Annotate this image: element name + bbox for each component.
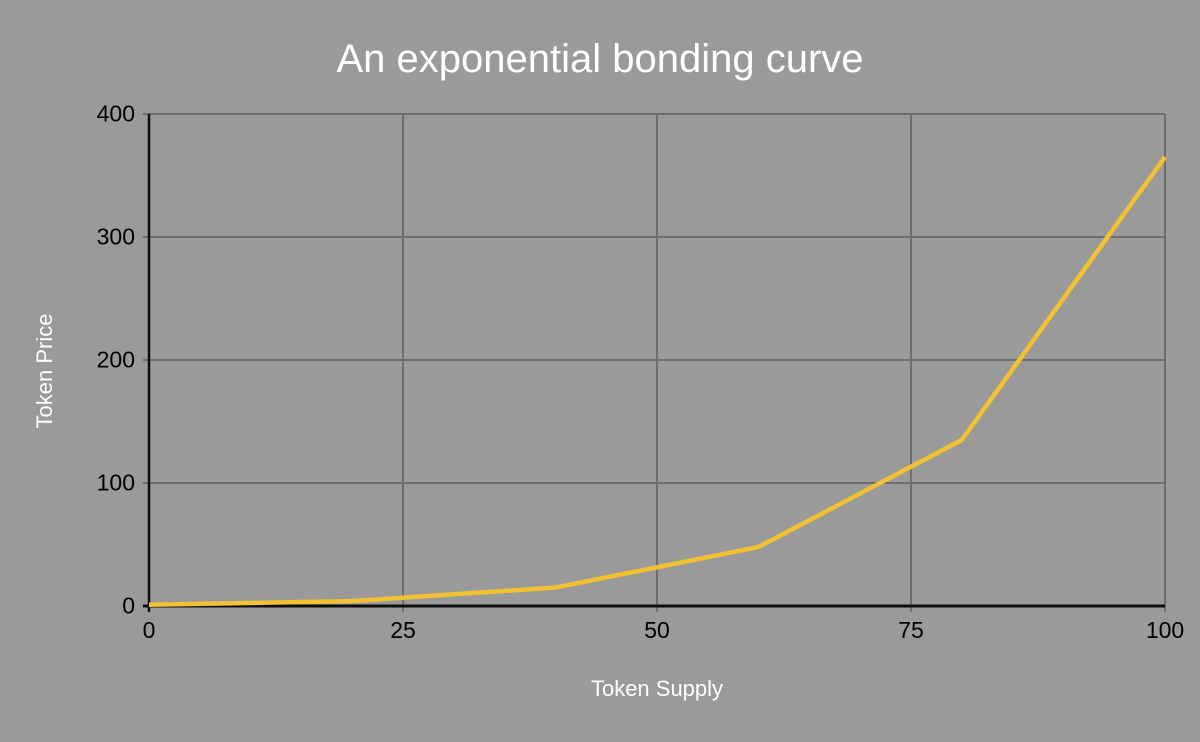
y-tick-label: 300 bbox=[96, 223, 135, 250]
y-tick-label: 0 bbox=[122, 592, 135, 619]
y-axis-title: Token Price bbox=[32, 313, 57, 429]
x-tick-label: 75 bbox=[898, 617, 924, 643]
chart-title: An exponential bonding curve bbox=[336, 37, 864, 81]
y-tick-label: 100 bbox=[96, 469, 135, 496]
x-tick-label: 0 bbox=[142, 617, 156, 643]
bonding-curve-line bbox=[148, 155, 1167, 608]
x-axis-title: Token Supply bbox=[590, 676, 724, 701]
x-tick-label: 100 bbox=[1145, 617, 1185, 643]
x-tick-label: 50 bbox=[644, 617, 670, 643]
y-tick-label: 400 bbox=[96, 100, 135, 127]
x-tick-label: 25 bbox=[390, 617, 416, 643]
y-tick-label: 200 bbox=[96, 346, 135, 373]
